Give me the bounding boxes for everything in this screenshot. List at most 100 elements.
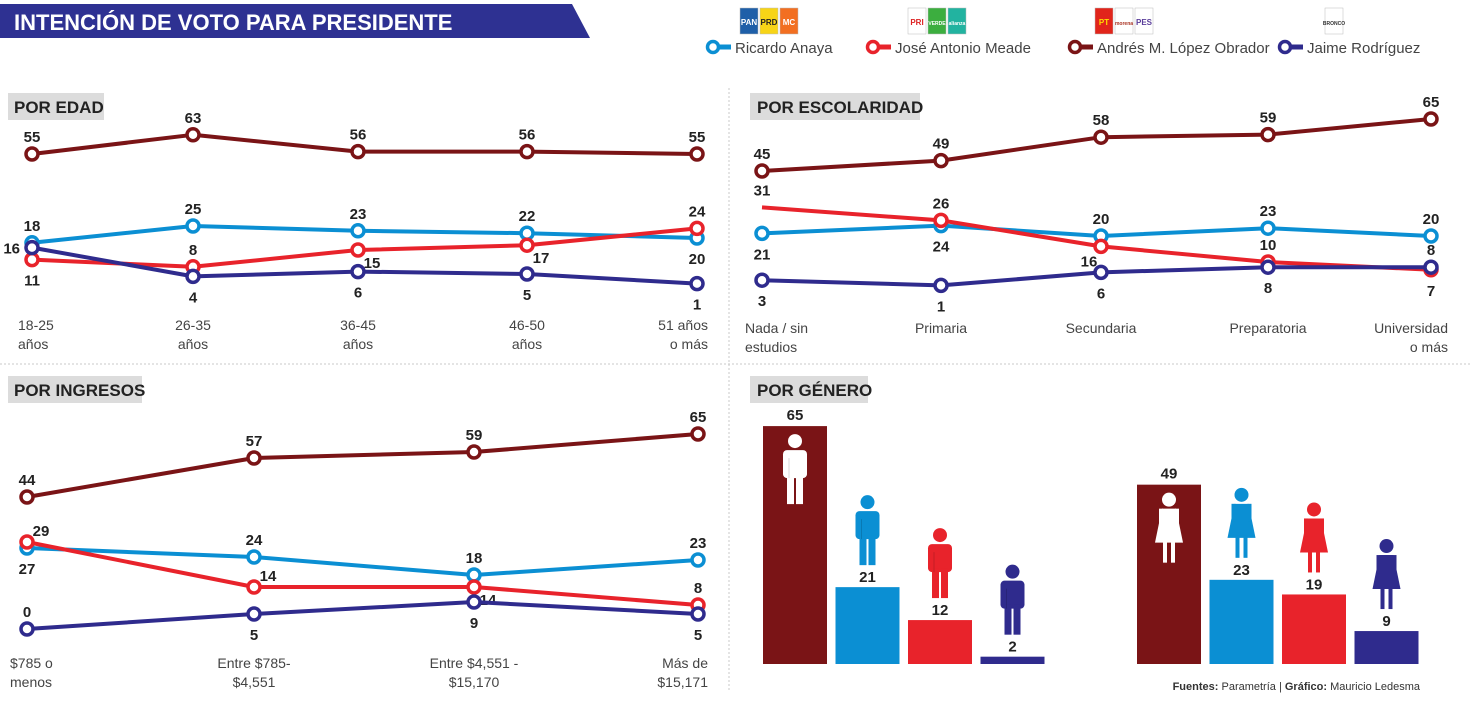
section-title: POR EDAD: [14, 98, 104, 117]
data-label: 20: [689, 251, 706, 268]
bar-label: 65: [787, 407, 804, 424]
category-label: 36-45: [340, 317, 376, 333]
data-label: 44: [19, 472, 36, 489]
line-chart-0: 18-25 años 26-35 años 36-45 años 46-50 años 51 a…: [3, 110, 708, 352]
bar-group-woman: 49 23 19 9: [1137, 466, 1419, 664]
data-point: [19, 489, 35, 505]
data-label: 15: [364, 255, 381, 272]
man-icon: [783, 434, 807, 505]
section-title: POR ESCOLARIDAD: [757, 98, 923, 117]
category-label: 26-35: [175, 317, 211, 333]
data-label: 6: [1097, 285, 1105, 302]
data-point: [246, 549, 262, 565]
bar: [1354, 631, 1419, 664]
data-point: [466, 594, 482, 610]
data-point: [246, 579, 262, 595]
category-label: $15,170: [449, 674, 500, 690]
man-icon: [1000, 564, 1025, 635]
bar-label: 23: [1233, 562, 1250, 579]
category-label: Entre $785-: [217, 655, 290, 671]
section-title: POR INGRESOS: [14, 381, 145, 400]
data-label: 1: [937, 298, 945, 315]
party-logo-text: MC: [783, 18, 796, 27]
category-label: $15,171: [657, 674, 708, 690]
series-jaime-rodr-guez: 0 5 9 5: [19, 594, 706, 644]
data-label: 63: [185, 110, 202, 127]
data-label: 24: [689, 203, 706, 220]
series-andr-s-m-l-pez-obrador: 55 63 56 56 55: [24, 110, 705, 162]
party-logo: [1094, 7, 1114, 35]
party-logo: [1114, 7, 1134, 35]
data-point: [1423, 111, 1439, 127]
data-point: [246, 450, 262, 466]
data-label: 11: [24, 273, 40, 290]
category-label: años: [18, 336, 48, 352]
data-point: [24, 239, 40, 256]
party-logo-text: PT: [1099, 18, 1109, 27]
bar-group-man: 65 21 12 2: [763, 407, 1045, 664]
data-point: [754, 225, 770, 242]
bar: [980, 656, 1045, 664]
title-banner: INTENCIÓN DE VOTO PARA PRESIDENTE: [0, 4, 590, 38]
data-point: [246, 606, 262, 622]
category-label: Primaria: [915, 320, 967, 336]
data-point: [519, 143, 535, 160]
party-logo-text: VERDE: [928, 21, 946, 27]
party-logo: [1324, 7, 1344, 35]
category-label: Más de: [662, 655, 708, 671]
data-label: 58: [1093, 112, 1110, 129]
category-label: Universidad: [1374, 320, 1448, 336]
data-label: 20: [1423, 211, 1440, 228]
data-label: 8: [694, 580, 702, 597]
data-point: [350, 143, 366, 160]
data-point: [689, 275, 705, 292]
party-logo: [927, 7, 947, 35]
data-label: 8: [1427, 242, 1435, 259]
section-header-escolaridad: POR ESCOLARIDAD: [750, 93, 923, 120]
data-label: 65: [1423, 94, 1440, 111]
category-label: o más: [1410, 339, 1448, 355]
party-logo-text: alianza: [949, 21, 966, 27]
legend-marker-icon: [705, 39, 721, 55]
footer: Fuentes: Parametría | Gráfico: Mauricio …: [1173, 681, 1421, 693]
legend-marker-icon: [865, 39, 881, 55]
data-point: [185, 268, 201, 285]
data-point: [350, 223, 366, 239]
data-point: [1260, 259, 1276, 275]
data-label: 26: [933, 195, 950, 212]
data-point: [690, 426, 706, 442]
category-label: $4,551: [233, 674, 276, 690]
data-label: 49: [933, 136, 950, 153]
woman-icon: [1300, 502, 1328, 573]
gender-bar-chart: 65 21 12 2 49 23 19 9: [763, 407, 1419, 664]
legend-item: BRONCO Jaime Rodríguez: [1277, 7, 1420, 57]
data-label: 25: [185, 201, 202, 218]
legend-label: Jaime Rodríguez: [1307, 40, 1420, 57]
data-label: 9: [470, 615, 478, 632]
series-line: [26, 600, 699, 631]
data-label: 59: [1260, 110, 1277, 127]
data-point: [19, 621, 35, 637]
series-andr-s-m-l-pez-obrador: 45 49 58 59 65: [754, 94, 1440, 179]
data-label: 22: [519, 208, 536, 225]
category-label: 51 años: [658, 317, 708, 333]
data-label: 16: [3, 241, 20, 258]
legend-item: PAN PRD MC Ricardo Anaya: [705, 7, 833, 57]
footer-credits: Fuentes: Parametría | Gráfico: Mauricio …: [1173, 681, 1421, 693]
party-logo-text: BRONCO: [1323, 21, 1345, 27]
category-label: 46-50: [509, 317, 545, 333]
bar: [835, 587, 900, 664]
data-label: 14: [260, 568, 277, 585]
legend: PAN PRD MC Ricardo Anaya PRI VERDE alianza José…: [705, 7, 1420, 57]
category-label: $785 o: [10, 655, 53, 671]
category-label: años: [178, 336, 208, 352]
data-point: [933, 152, 949, 169]
category-label: años: [512, 336, 542, 352]
data-label: 0: [23, 604, 31, 621]
legend-label: Andrés M. López Obrador: [1097, 40, 1270, 57]
data-point: [754, 163, 770, 179]
data-label: 59: [466, 427, 483, 444]
category-label: estudios: [745, 339, 797, 355]
